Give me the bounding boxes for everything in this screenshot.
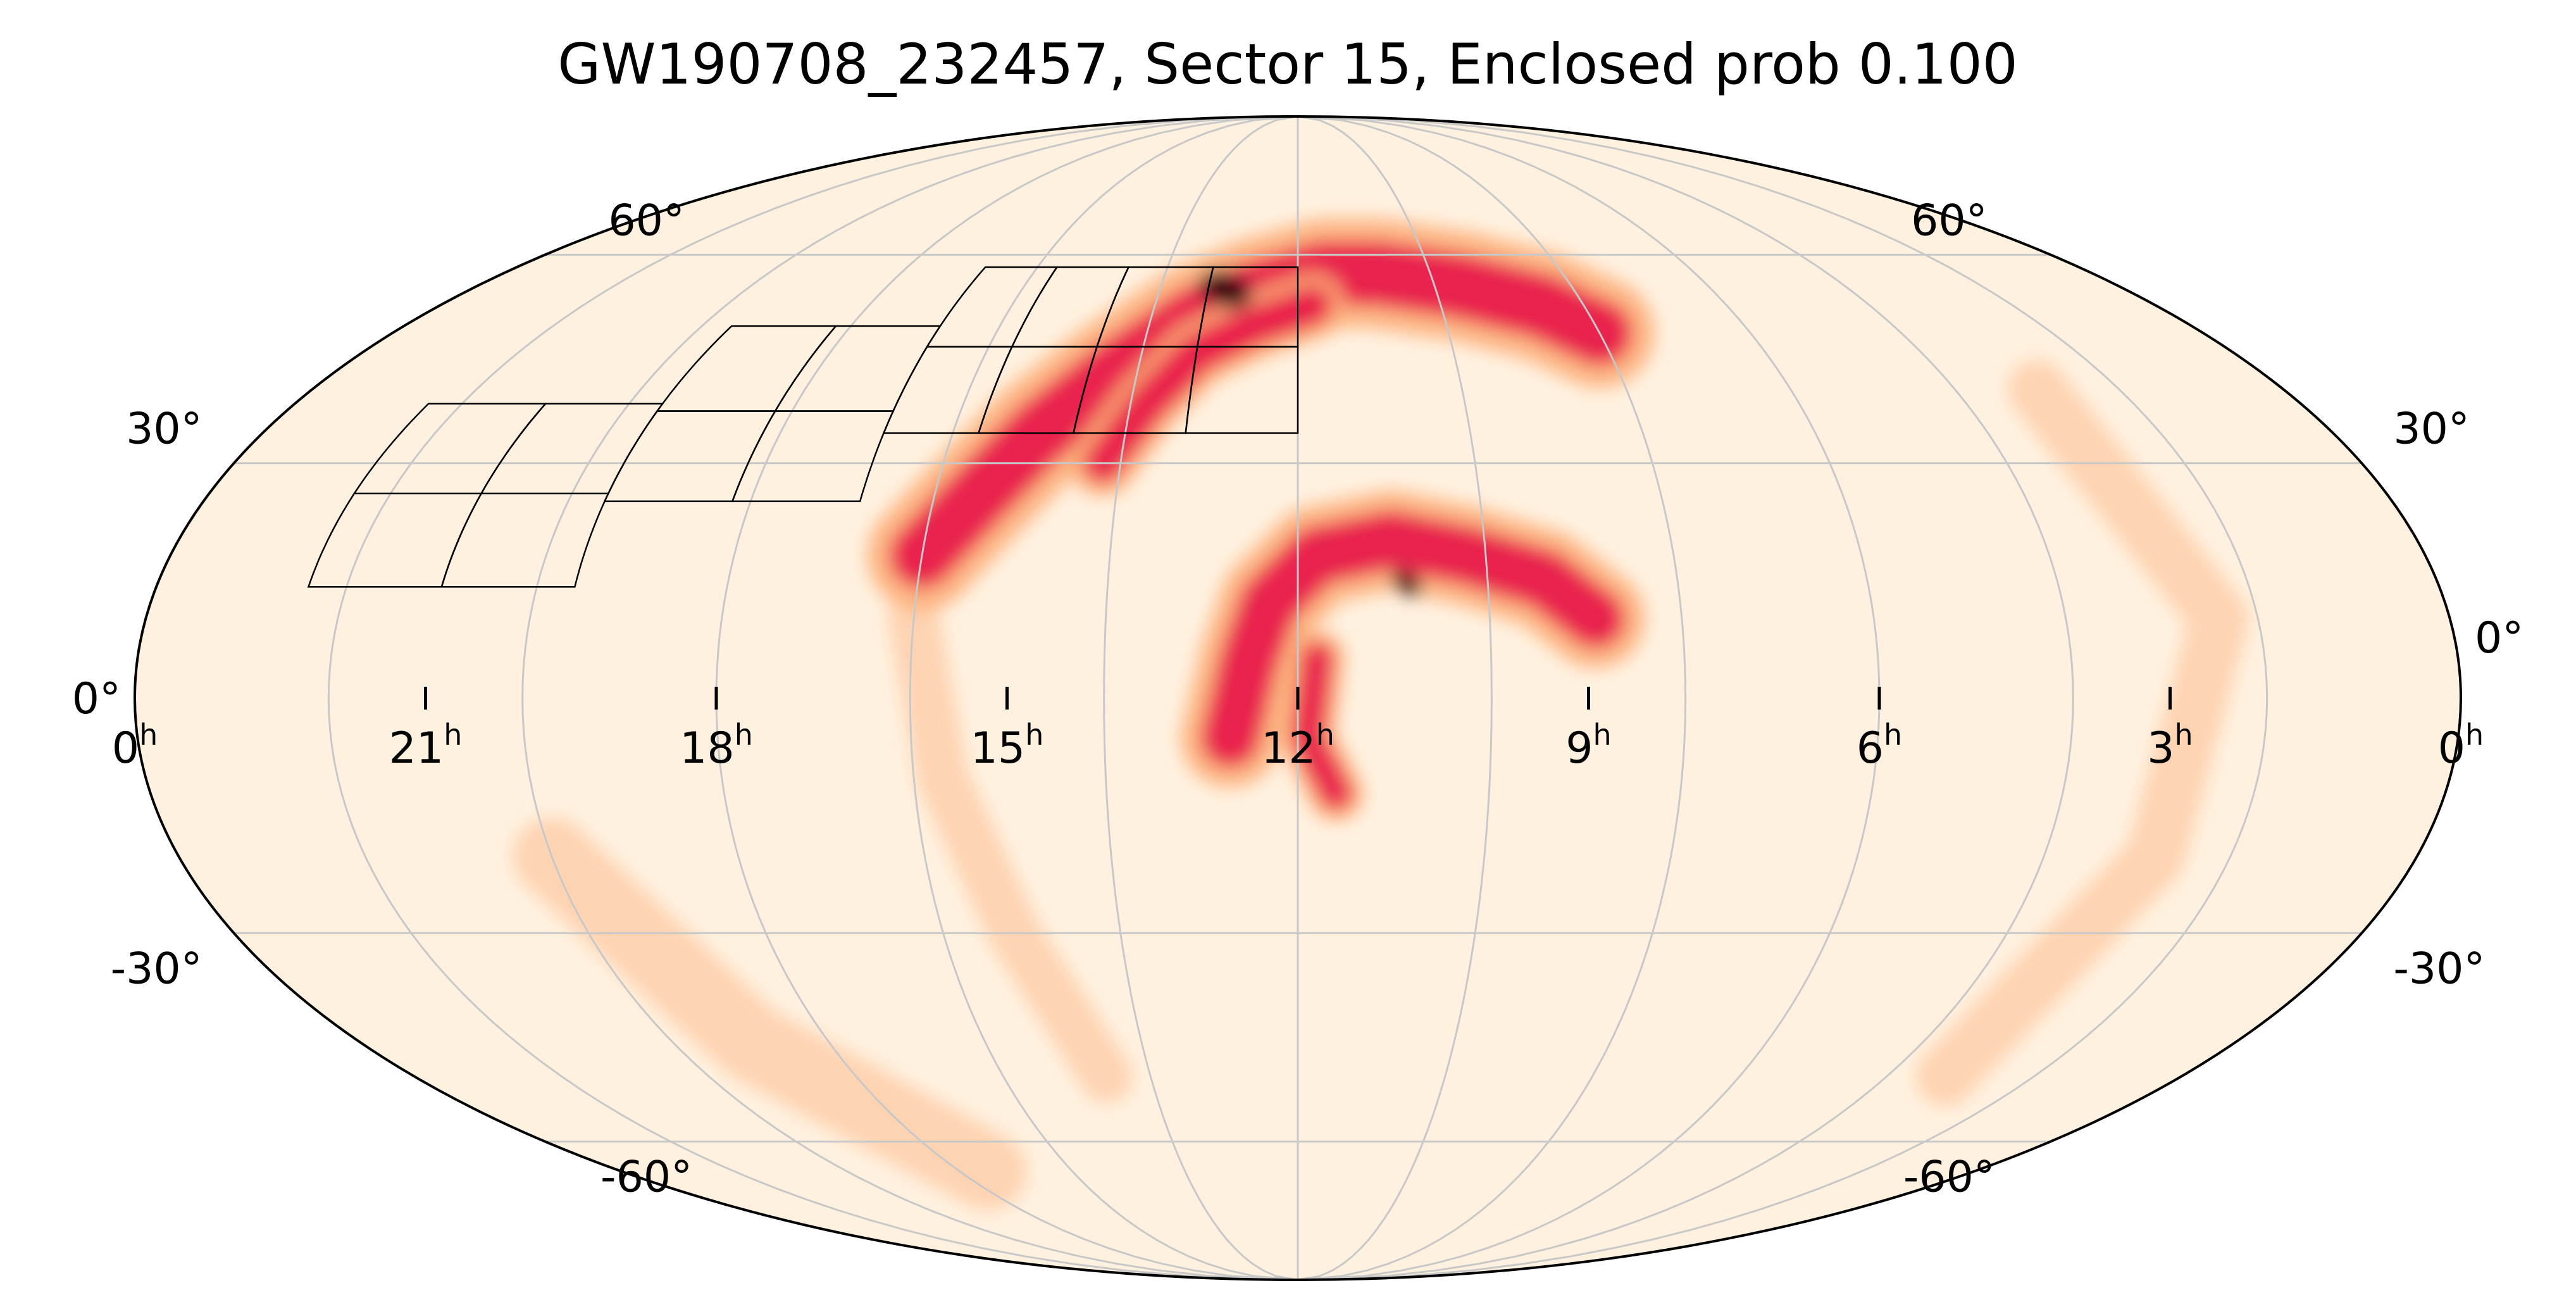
- probability-region-southern-streak: [888, 592, 1133, 1103]
- camera-1-ccd-4: [352, 403, 547, 495]
- ra-gridline-22h: [327, 116, 1298, 1280]
- camera-2-ccd-4: [656, 325, 838, 412]
- probability-region-faint-band-east: [1916, 360, 2249, 1106]
- dec-tick-label-left-30: 30°: [126, 404, 202, 454]
- map-outline: [134, 115, 2462, 1281]
- camera-4-ccd-4: [1095, 266, 1214, 348]
- sector-footprint: [307, 266, 1299, 588]
- dec-tick-label-right-60: 60°: [1911, 196, 1988, 246]
- dec-tick-label-right--60: -60°: [1903, 1153, 1995, 1203]
- probability-region-hotspot-north: [1199, 270, 1252, 310]
- ra-gridline-14h: [1103, 116, 1298, 1280]
- dec-tick-label-left-0: 0°: [72, 674, 121, 724]
- camera-3-ccd-4: [925, 266, 1059, 348]
- dec-tick-label-right-0: 0°: [2475, 613, 2523, 663]
- ra-gridline-4h: [1297, 116, 2074, 1280]
- probability-region-central-arc: [1201, 511, 1625, 767]
- dec-axis: 60° 60° 30° 30° 0° 0° -30° -30° -60° -60°: [72, 196, 2524, 1202]
- ra-gridline-2h: [1297, 116, 2268, 1280]
- ra-axis: 0h 21h 18h 15h 12h 9h 6h 3h 0h: [112, 687, 2484, 773]
- dec-tick-label-left-60: 60°: [608, 196, 685, 246]
- dec-tick-label-right-30: 30°: [2393, 404, 2470, 454]
- ra-gridline-16h: [909, 116, 1298, 1280]
- dec-tick-label-left--60: -60°: [600, 1153, 692, 1203]
- probability-region-central-drop: [1291, 642, 1352, 810]
- probability-region-hotspot-central: [1392, 569, 1422, 597]
- graticule: [233, 116, 2362, 1280]
- ra-gridline-20h: [521, 116, 1298, 1280]
- dec-tick-label-right--30: -30°: [2393, 944, 2485, 994]
- ra-tick-label-8: 0h: [2438, 718, 2484, 773]
- dec-tick-label-left--30: -30°: [111, 944, 202, 994]
- chart-title: GW190708_232457, Sector 15, Enclosed pro…: [557, 32, 2017, 97]
- ra-gridline-10h: [1297, 116, 1493, 1280]
- ra-gridline-8h: [1297, 116, 1687, 1280]
- probability-region-faint-band-south: [513, 817, 1027, 1211]
- ra-tick-label-0: 0h: [112, 718, 158, 773]
